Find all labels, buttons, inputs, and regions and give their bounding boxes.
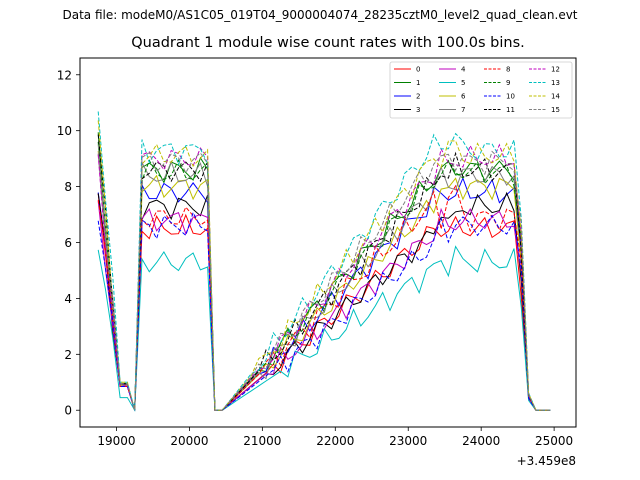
- series-line-13: [97, 111, 551, 411]
- series-line-11: [97, 134, 551, 411]
- y-tick-label: 12: [57, 68, 72, 82]
- series-line-5: [97, 245, 551, 412]
- series-line-9: [97, 141, 551, 411]
- legend-label: 5: [461, 79, 465, 87]
- series-lines: [97, 111, 551, 412]
- x-tick-label: 23000: [389, 434, 427, 448]
- legend-label: 14: [551, 93, 560, 101]
- series-line-0: [97, 193, 551, 411]
- legend-label: 4: [461, 66, 466, 74]
- x-tick-label: 24000: [462, 434, 500, 448]
- data-file-suptitle: Data file: modeM0/AS1C05_019T04_90000040…: [62, 8, 578, 22]
- y-axis: 0 2 4 6 8 10 12: [57, 68, 80, 418]
- legend-label: 10: [506, 93, 515, 101]
- series-line-10: [97, 211, 551, 411]
- legend-label: 0: [416, 66, 420, 74]
- legend-label: 12: [551, 66, 560, 74]
- legend-label: 11: [506, 106, 515, 114]
- chart-title: Quadrant 1 module wise count rates with …: [131, 35, 525, 51]
- series-line-6: [97, 150, 551, 411]
- x-axis: 19000 20000 21000 22000 23000 24000 25000: [97, 427, 573, 448]
- legend-label: 7: [461, 106, 465, 114]
- legend-label: 3: [416, 106, 420, 114]
- x-tick-label: 21000: [243, 434, 281, 448]
- y-tick-label: 6: [64, 236, 72, 250]
- series-line-15: [97, 144, 551, 411]
- x-tick-label: 25000: [535, 434, 573, 448]
- series-line-2: [97, 176, 551, 411]
- y-tick-label: 4: [64, 292, 72, 306]
- legend-label: 8: [506, 66, 510, 74]
- legend-label: 2: [416, 93, 420, 101]
- x-tick-label: 19000: [97, 434, 135, 448]
- y-tick-label: 0: [64, 404, 72, 418]
- legend-label: 9: [506, 79, 510, 87]
- series-line-14: [97, 120, 551, 411]
- legend-label: 13: [551, 79, 560, 87]
- y-tick-label: 8: [64, 180, 72, 194]
- series-line-3: [97, 191, 551, 411]
- x-offset-label: +3.459e8: [517, 454, 576, 468]
- series-line-8: [97, 184, 551, 411]
- x-tick-label: 22000: [316, 434, 354, 448]
- y-tick-label: 2: [64, 348, 72, 362]
- x-tick-label: 20000: [170, 434, 208, 448]
- legend-label: 15: [551, 106, 560, 114]
- legend-frame: [389, 61, 573, 119]
- y-tick-label: 10: [57, 124, 72, 138]
- legend-label: 1: [416, 79, 420, 87]
- legend-label: 6: [461, 93, 466, 101]
- series-line-7: [97, 153, 551, 411]
